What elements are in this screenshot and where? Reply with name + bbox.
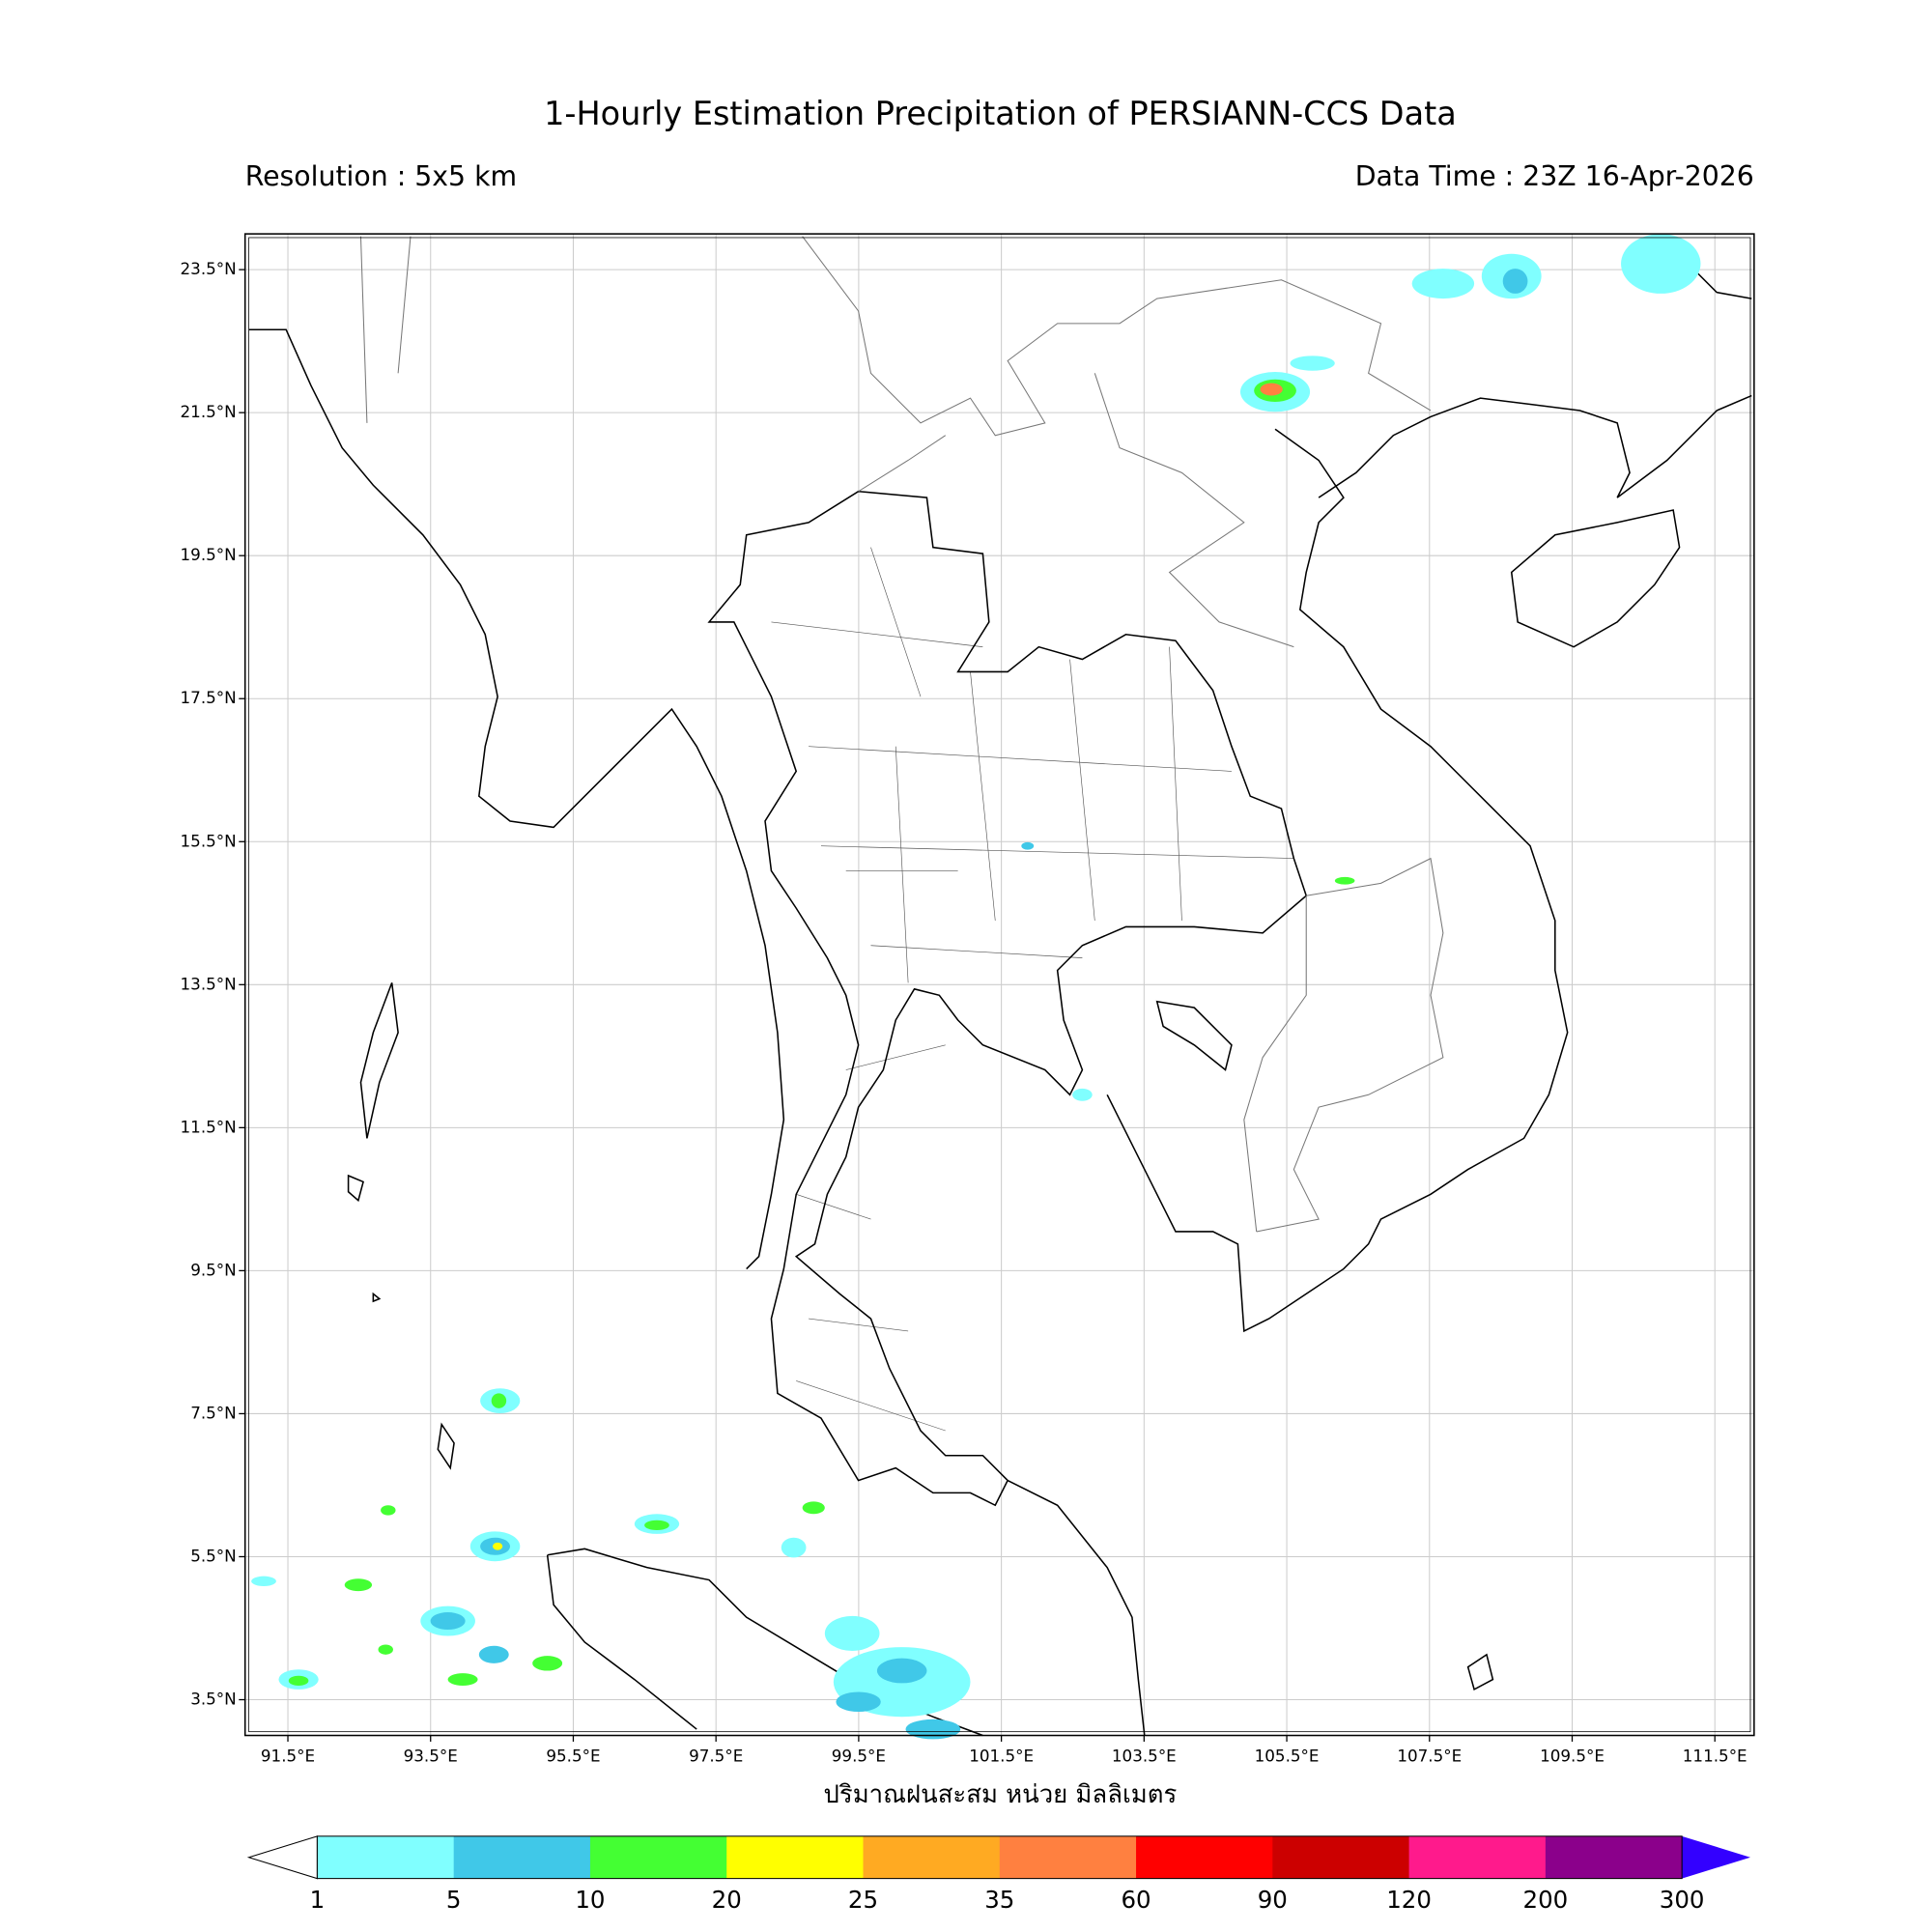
rain-area [1502,269,1528,294]
colorbar-segment [589,1835,727,1879]
colorbar-tick-label: 5 [446,1886,462,1914]
colorbar-segment [317,1835,455,1879]
tonle-sap [1155,1000,1494,1691]
colorbar-tick-label: 10 [575,1886,605,1914]
rain-area [1260,383,1283,396]
y-tick-label: 9.5°N [190,1260,236,1279]
x-tick-label: 103.5°E [1112,1746,1177,1765]
colorbar-tick-label: 35 [984,1886,1014,1914]
x-tick-label: 109.5°E [1540,1746,1605,1765]
x-tick-label: 99.5°E [832,1746,886,1765]
borders [359,236,1444,1233]
malaysia-coast [1007,1479,1146,1736]
colorbar-segment [1272,1835,1410,1879]
y-tick-label: 15.5°N [181,831,237,850]
data-time: Data Time : 23Z 16-Apr-2026 [1355,160,1754,192]
colorbar-segment [1545,1835,1683,1879]
rain-area [1290,355,1335,371]
rain-area [344,1578,373,1592]
rain-area [532,1656,563,1671]
y-tick-label: 17.5°N [181,688,237,707]
title: 1-Hourly Estimation Precipitation of PER… [544,95,1457,132]
rain-area [478,1645,509,1663]
y-tick-label: 11.5°N [181,1117,237,1136]
rain-area [824,1615,880,1651]
colorbar-under [246,1835,318,1880]
rain-area [644,1520,669,1531]
colorbar-tick-label: 1 [310,1886,326,1914]
colorbar-tick-label: 25 [848,1886,878,1914]
rain-area [378,1644,393,1655]
geography [248,236,1752,1737]
rain-area [876,1658,927,1684]
rain-area [447,1673,478,1687]
y-tick-label: 3.5°N [190,1690,236,1709]
rain-area [781,1537,807,1558]
rain-area [430,1612,466,1631]
rain-area [492,1542,503,1550]
colorbar-tick-label: 20 [712,1886,742,1914]
y-tick-label: 21.5°N [181,402,237,421]
x-tick-label: 93.5°E [404,1746,458,1765]
rain-area [491,1393,507,1408]
x-tick-label: 95.5°E [546,1746,600,1765]
rain-area [1411,269,1475,299]
rain-area [381,1505,396,1516]
rain-area [1621,234,1701,294]
rain-area [251,1576,276,1586]
myanmar-coast [248,328,785,1270]
colorbar-label: ปริมาณฝนสะสม หน่วย มิลลิเมตร [824,1780,1178,1809]
grid [244,234,1754,1736]
rain-area [1021,841,1035,850]
vietnam-coast [1106,428,1569,1333]
x-tick-label: 101.5°E [969,1746,1034,1765]
colorbar-segment [863,1835,1001,1879]
x-tick-label: 105.5°E [1255,1746,1320,1765]
y-tick-label: 23.5°N [181,259,237,278]
colorbar-segment [453,1835,591,1879]
colorbar: 1 5 10 20 25 35 60 90 120 200 300 [246,1835,1750,1914]
colorbar-over [1682,1835,1750,1879]
y-tick-label: 13.5°N [181,974,237,993]
rain-area [802,1501,825,1515]
x-tick-label: 111.5°E [1683,1746,1747,1765]
axis-ticks: 91.5°E 93.5°E 95.5°E 97.5°E 99.5°E 101.5°E 103… [181,259,1747,1765]
rain-area [1334,876,1355,885]
rain-area [905,1719,961,1740]
china-coast [1318,267,1752,498]
x-tick-label: 97.5°E [689,1746,743,1765]
thailand [707,490,1308,1507]
hainan [1510,509,1681,648]
colorbar-tick-label: 200 [1523,1886,1569,1914]
colorbar-segment [1408,1835,1547,1879]
rain-area [288,1675,309,1687]
colorbar-tick-label: 300 [1660,1886,1705,1914]
resolution: Resolution : 5x5 km [245,160,517,192]
precipitation [251,234,1701,1740]
y-tick-label: 19.5°N [181,545,237,564]
colorbar-segment [1136,1835,1273,1879]
x-tick-label: 91.5°E [261,1746,315,1765]
y-tick-label: 5.5°N [190,1546,236,1565]
colorbar-segment [999,1835,1137,1879]
colorbar-segment [726,1835,865,1879]
andaman-islands [347,982,455,1470]
y-tick-label: 7.5°N [190,1403,236,1422]
colorbar-tick-label: 120 [1386,1886,1432,1914]
colorbar-tick-label: 60 [1121,1886,1151,1914]
rain-area [836,1691,881,1713]
colorbar-tick-label: 90 [1258,1886,1288,1914]
map-frame-inner [248,237,1751,1733]
rain-area [1072,1088,1093,1101]
thailand-provinces [771,547,1294,1432]
x-tick-label: 107.5°E [1397,1746,1462,1765]
colorbar-frame [316,1835,1683,1880]
